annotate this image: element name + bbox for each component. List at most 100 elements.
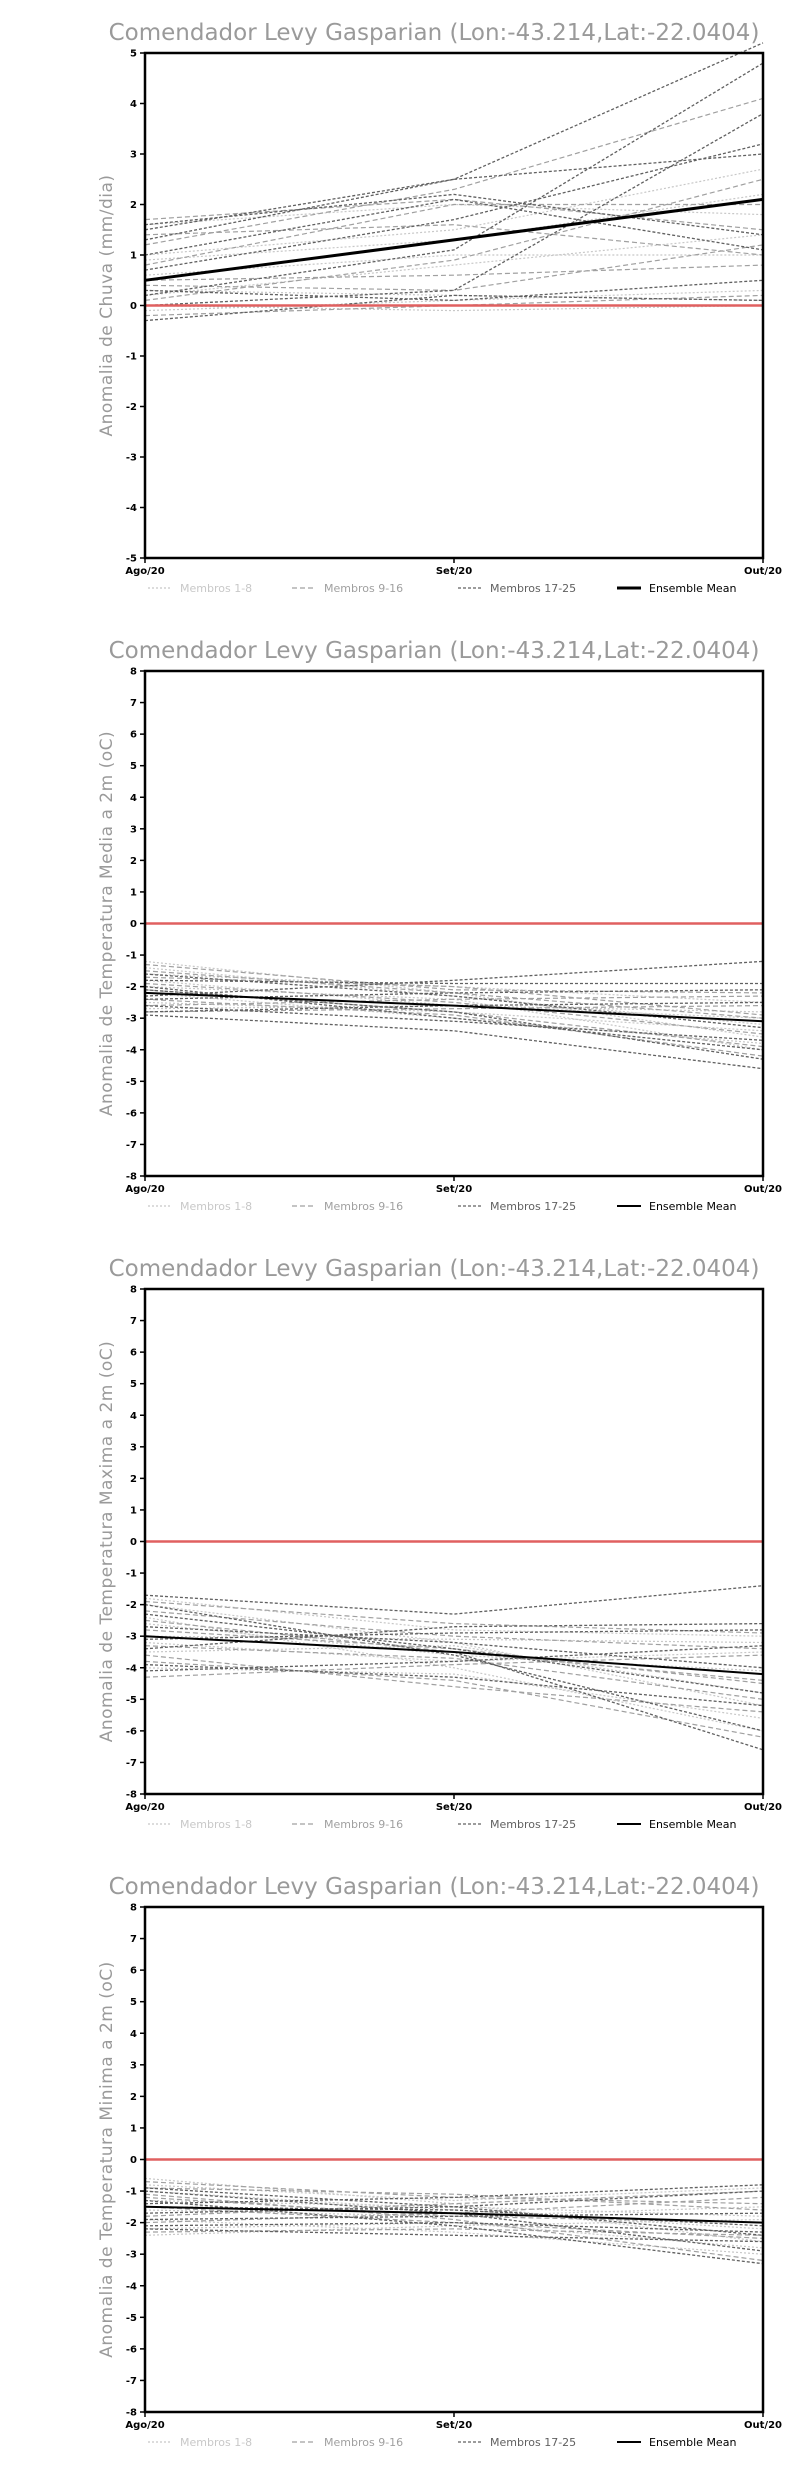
member-line-17 <box>144 42 764 231</box>
member-line-4 <box>144 2221 764 2249</box>
y-tick-label: -1 <box>126 352 137 363</box>
member-line-21 <box>144 2228 764 2243</box>
x-tick-label: Ago/20 <box>125 1184 164 1195</box>
ensemble-mean-line <box>144 197 764 282</box>
y-tick-label: -8 <box>126 1172 137 1183</box>
y-tick-label: 8 <box>130 1903 137 1914</box>
ensemble-mean-line <box>144 991 764 1023</box>
member-line-18 <box>144 979 763 985</box>
legend-label-3: Membros 17-25 <box>490 582 576 595</box>
member-line-23 <box>144 1626 764 1669</box>
member-line-4 <box>144 1667 764 1719</box>
member-line-18 <box>144 2221 764 2233</box>
member-line-21 <box>144 153 764 241</box>
member-line-23 <box>144 143 764 271</box>
y-tick-label: 3 <box>130 824 137 835</box>
member-line-5 <box>144 1597 764 1637</box>
legend-label-4: Ensemble Mean <box>649 1200 736 1213</box>
y-tick-label: 0 <box>130 301 137 312</box>
member-line-7 <box>144 1616 764 1732</box>
y-tick-label: 2 <box>130 1474 137 1485</box>
member-line-5 <box>144 1001 764 1032</box>
y-tick-label: 6 <box>130 1966 137 1977</box>
y-tick-label: -7 <box>126 2376 137 2387</box>
legend-label-4: Ensemble Mean <box>649 2436 736 2449</box>
y-tick-label: 8 <box>130 667 137 678</box>
y-tick-label: 4 <box>130 99 137 110</box>
chart-panel-max-temperature: Comendador Levy Gasparian (Lon:-43.214,L… <box>0 1236 800 1854</box>
y-tick-label: 3 <box>130 2060 137 2071</box>
y-tick-label: 0 <box>130 1537 137 1548</box>
y-tick-label: 1 <box>130 2123 137 2134</box>
member-line-6 <box>144 973 764 1003</box>
y-tick-label: 4 <box>130 793 137 804</box>
chart-title: Comendador Levy Gasparian (Lon:-43.214,L… <box>109 638 760 664</box>
y-tick-label: 6 <box>130 730 137 741</box>
y-tick-label: -8 <box>126 1790 137 1801</box>
y-tick-label: 5 <box>130 1997 137 2008</box>
member-line-16 <box>144 2187 764 2211</box>
member-line-21 <box>144 1645 764 1672</box>
member-line-12 <box>144 1005 764 1013</box>
member-line-25 <box>144 1629 764 1640</box>
ensemble-mean-line <box>144 2205 764 2224</box>
y-tick-label: 1 <box>130 251 137 262</box>
chart-panel-min-temperature: Comendador Levy Gasparian (Lon:-43.214,L… <box>0 1854 800 2472</box>
member-line-13 <box>144 1600 764 1634</box>
y-axis-label: Anomalia de Temperatura Media a 2m (oC) <box>97 731 117 1116</box>
x-tick-label: Out/20 <box>744 1802 782 1813</box>
member-line-9 <box>144 963 764 994</box>
member-line-2 <box>144 967 764 1026</box>
member-line-5 <box>144 2184 764 2202</box>
member-line-14 <box>144 2228 764 2236</box>
member-line-7 <box>144 2199 764 2217</box>
member-line-9 <box>144 2181 764 2205</box>
member-line-13 <box>144 2190 764 2217</box>
y-tick-label: -4 <box>126 1663 137 1674</box>
legend-label-2: Membros 9-16 <box>324 1200 403 1213</box>
y-tick-label: 7 <box>130 1934 137 1945</box>
member-line-8 <box>144 304 764 312</box>
member-line-9 <box>144 1610 764 1650</box>
y-tick-label: 3 <box>130 150 137 161</box>
member-line-3 <box>144 1641 764 1663</box>
y-tick-label: -2 <box>126 2218 137 2229</box>
chart-title: Comendador Levy Gasparian (Lon:-43.214,L… <box>109 1256 760 1282</box>
member-line-19 <box>144 1613 764 1694</box>
y-tick-label: -2 <box>126 1600 137 1611</box>
y-tick-label: -2 <box>126 982 137 993</box>
chart-panel-rainfall: Comendador Levy Gasparian (Lon:-43.214,L… <box>0 0 800 618</box>
x-tick-label: Out/20 <box>744 1184 782 1195</box>
y-tick-label: 5 <box>130 49 137 60</box>
legend-label-4: Ensemble Mean <box>649 1818 736 1831</box>
member-line-20 <box>144 113 764 307</box>
member-line-15 <box>144 995 764 1007</box>
member-line-16 <box>144 1654 764 1713</box>
chart-min-temperature-anomaly: Comendador Levy Gasparian (Lon:-43.214,L… <box>97 1874 782 2449</box>
y-tick-label: -5 <box>126 1077 137 1088</box>
member-line-3 <box>144 254 763 276</box>
y-tick-label: 2 <box>130 200 137 211</box>
legend-label-1: Membros 1-8 <box>180 1200 252 1213</box>
y-tick-label: 0 <box>130 919 137 930</box>
chart-max-temperature-anomaly: Comendador Levy Gasparian (Lon:-43.214,L… <box>97 1256 782 1831</box>
legend-label-2: Membros 9-16 <box>324 1818 403 1831</box>
chart-rainfall-anomaly: Comendador Levy Gasparian (Lon:-43.214,L… <box>97 20 782 595</box>
member-line-13 <box>144 970 764 1019</box>
y-tick-label: 3 <box>130 1442 137 1453</box>
member-line-11 <box>144 2196 764 2224</box>
member-line-7 <box>144 992 764 1044</box>
y-tick-label: -4 <box>126 503 137 514</box>
member-line-18 <box>144 1635 764 1751</box>
y-tick-label: 2 <box>130 2092 137 2103</box>
y-tick-label: -3 <box>126 1014 137 1025</box>
member-line-14 <box>144 1645 764 1700</box>
x-tick-label: Ago/20 <box>125 2420 164 2431</box>
member-line-14 <box>144 203 763 266</box>
member-line-2 <box>144 1623 764 1672</box>
legend-label-4: Ensemble Mean <box>649 582 736 595</box>
member-line-24 <box>144 1001 764 1013</box>
legend-label-3: Membros 17-25 <box>490 1200 576 1213</box>
member-line-8 <box>144 1635 764 1644</box>
y-tick-label: 7 <box>130 1316 137 1327</box>
